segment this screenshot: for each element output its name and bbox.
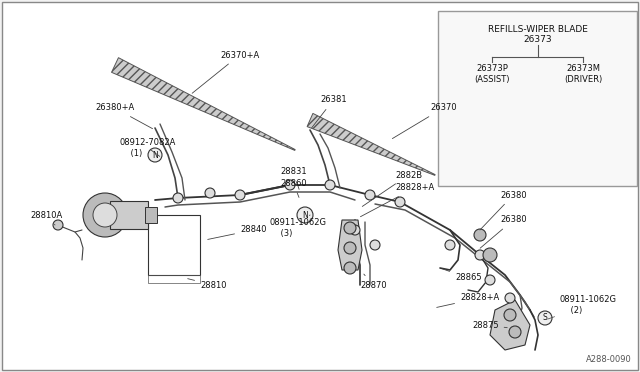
Text: 08911-1062G
    (3): 08911-1062G (3): [270, 215, 327, 238]
Text: 26373: 26373: [524, 35, 552, 44]
Text: 26381: 26381: [312, 96, 347, 128]
Text: 26380: 26380: [480, 215, 527, 248]
Bar: [148, 275, 200, 283]
Text: 28831: 28831: [280, 167, 307, 189]
Polygon shape: [527, 99, 629, 115]
Circle shape: [485, 275, 495, 285]
Text: 26370: 26370: [392, 103, 456, 139]
Bar: [110, 201, 148, 229]
Text: 28810: 28810: [188, 279, 227, 289]
Circle shape: [53, 220, 63, 230]
Text: 28828+A: 28828+A: [360, 183, 435, 217]
Text: 08912-7082A
    (1): 08912-7082A (1): [120, 138, 177, 158]
Text: 26380+A: 26380+A: [95, 103, 152, 129]
Text: 28810A: 28810A: [30, 211, 62, 225]
Circle shape: [325, 180, 335, 190]
Circle shape: [173, 193, 183, 203]
Bar: [148, 215, 200, 275]
Text: 28840: 28840: [208, 225, 266, 240]
Text: 28870: 28870: [360, 274, 387, 289]
Text: REFILLS-WIPER BLADE: REFILLS-WIPER BLADE: [488, 25, 588, 34]
Circle shape: [344, 222, 356, 234]
Polygon shape: [111, 58, 295, 150]
Polygon shape: [490, 300, 530, 350]
Text: 28828+A: 28828+A: [436, 294, 499, 307]
Text: 26373P
(ASSIST): 26373P (ASSIST): [474, 64, 509, 84]
Text: 08911-1062G
    (2): 08911-1062G (2): [548, 295, 617, 319]
Circle shape: [395, 197, 405, 207]
Circle shape: [205, 188, 215, 198]
Circle shape: [297, 207, 313, 223]
Circle shape: [344, 262, 356, 274]
Circle shape: [235, 190, 245, 200]
Circle shape: [445, 240, 455, 250]
Circle shape: [350, 225, 360, 235]
Text: 28875: 28875: [472, 321, 508, 330]
Circle shape: [93, 203, 117, 227]
Circle shape: [474, 229, 486, 241]
Text: 2882B: 2882B: [362, 170, 422, 206]
Circle shape: [505, 293, 515, 303]
Circle shape: [285, 180, 295, 190]
Circle shape: [509, 326, 521, 338]
Text: N: N: [152, 151, 158, 160]
Text: 28865: 28865: [443, 269, 482, 282]
Circle shape: [370, 240, 380, 250]
Polygon shape: [338, 220, 362, 270]
Text: 28860: 28860: [280, 179, 307, 198]
Text: 26373M
(DRIVER): 26373M (DRIVER): [564, 64, 602, 84]
Bar: [145, 207, 157, 223]
Polygon shape: [445, 102, 524, 119]
Text: A288-0090: A288-0090: [586, 355, 632, 364]
Text: N: N: [302, 211, 308, 219]
Circle shape: [475, 250, 485, 260]
Circle shape: [148, 148, 162, 162]
Polygon shape: [307, 113, 435, 175]
Text: 26380: 26380: [480, 190, 527, 230]
Text: 26370+A: 26370+A: [192, 51, 259, 93]
Circle shape: [538, 311, 552, 325]
Circle shape: [483, 248, 497, 262]
Text: S: S: [543, 314, 547, 323]
Circle shape: [83, 193, 127, 237]
Circle shape: [365, 190, 375, 200]
Circle shape: [504, 309, 516, 321]
Circle shape: [344, 242, 356, 254]
Bar: [438, 11, 637, 186]
